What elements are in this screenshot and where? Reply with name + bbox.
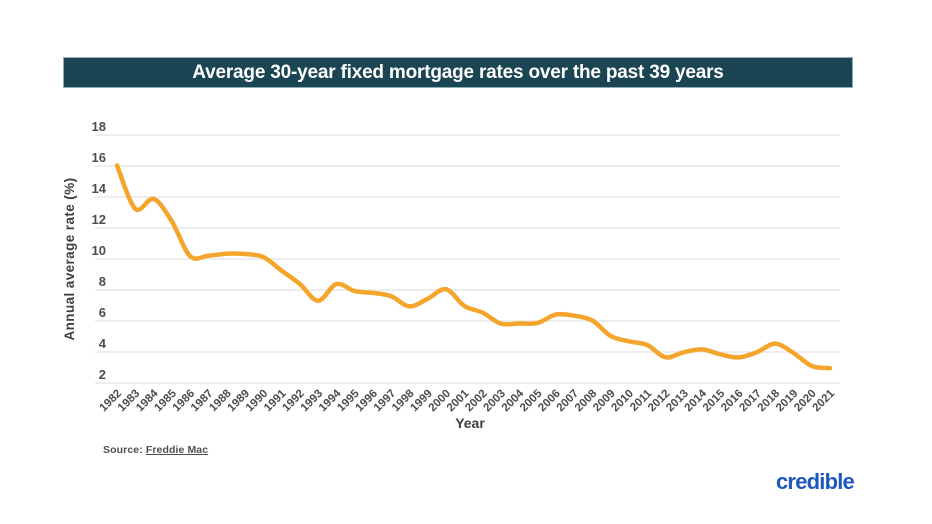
y-tick-label: 16	[92, 150, 106, 165]
credible-wordmark: credible	[776, 469, 855, 494]
rate-line	[114, 163, 833, 371]
chart-title-bar: Average 30-year fixed mortgage rates ove…	[63, 57, 853, 88]
x-tick-label: 2021	[811, 387, 838, 414]
y-tick-label: 8	[99, 274, 106, 289]
y-tick-label: 2	[99, 367, 106, 382]
y-tick-label: 14	[92, 181, 107, 196]
y-tick-label: 12	[92, 212, 106, 227]
y-axis-title: Annual average rate (%)	[62, 178, 77, 341]
x-axis-title: Year	[455, 415, 485, 431]
source-attribution: Source: Freddie Mac	[103, 444, 208, 456]
source-link[interactable]: Freddie Mac	[145, 444, 209, 456]
credible-logo: credible	[776, 469, 855, 495]
y-tick-label: 10	[92, 243, 106, 258]
y-tick-label: 6	[99, 305, 106, 320]
chart-title: Average 30-year fixed mortgage rates ove…	[192, 61, 724, 83]
source-prefix: Source:	[103, 444, 146, 456]
y-tick-label: 4	[99, 336, 107, 351]
y-tick-label: 18	[92, 119, 106, 134]
